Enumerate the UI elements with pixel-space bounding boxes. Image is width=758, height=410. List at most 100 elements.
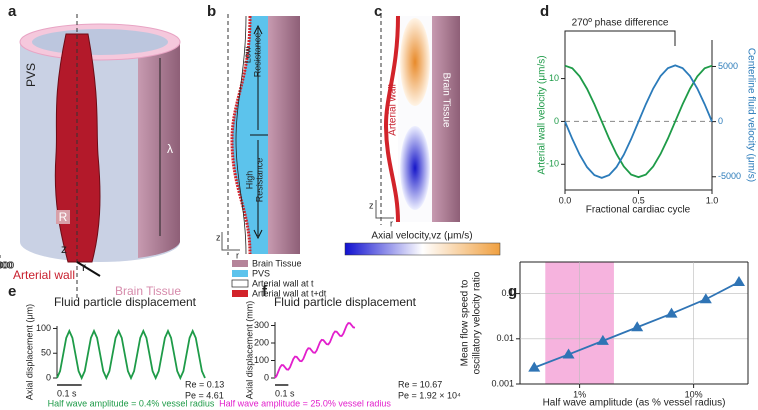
panel-letter: b [207, 3, 216, 20]
wall-t [235, 15, 247, 255]
colorbar-tick-label: 0 [0, 261, 3, 272]
y2-tick-label: -5000 [718, 171, 741, 181]
scale-bar-label: 0.1 s [275, 388, 295, 398]
data-line [56, 328, 206, 381]
footnote: Half wave amplitude = 25.0% vessel radiu… [219, 398, 391, 408]
y-tick-label: 10 [549, 73, 559, 83]
legend-swatch [232, 270, 248, 277]
legend-label: Arterial wall at t+dt [252, 288, 327, 298]
marker [699, 293, 712, 304]
x-tick-label: 1.0 [706, 195, 719, 205]
legend-swatch [232, 290, 248, 297]
z-label: z [369, 200, 374, 210]
data-line [564, 64, 713, 179]
z-label: z [216, 232, 221, 242]
wall [383, 15, 400, 223]
panel-letter: c [374, 3, 382, 20]
wall-tdt [230, 15, 252, 255]
chart-title: Fluid particle displacement [274, 295, 417, 309]
annotation: Re = 10.67 [398, 379, 442, 389]
x-axis-label: Fractional cardiac cycle [586, 205, 691, 216]
marker [562, 348, 575, 359]
data-line [274, 322, 356, 379]
y-tick-label: 0 [46, 372, 51, 382]
z-label: z [61, 242, 67, 256]
flow-arrows [253, 24, 263, 240]
tube-inner [32, 29, 168, 55]
x-tick-label: 10% [685, 389, 703, 399]
chart-title: Fluid particle displacement [54, 295, 197, 309]
annotation: 270º phase difference [572, 18, 669, 29]
tissue [432, 16, 460, 222]
x-tick-label: 0.5 [632, 195, 645, 205]
high-line2: Resistance [254, 158, 264, 203]
annotation: Pe = 1.92 × 10⁴ [398, 390, 461, 400]
cold-region [400, 126, 430, 210]
legend-label: Arterial wall at t [252, 278, 314, 288]
tissue-label: Brain Tissue [115, 284, 181, 298]
r-label: r [82, 260, 86, 274]
tissue-cut [138, 42, 180, 258]
low-line2: Resistance [252, 33, 262, 78]
y-tick-label: 0 [264, 372, 269, 382]
footnote: Half wave amplitude = 0.4% vessel radius [48, 398, 215, 408]
panel-letter: a [8, 3, 17, 20]
colorbar [344, 242, 501, 256]
axes-glyph [375, 200, 394, 219]
legend-swatch [231, 279, 249, 288]
data-line [564, 64, 713, 179]
y-tick-label: -10 [546, 159, 559, 169]
legend-label: Brain Tissue [252, 258, 302, 268]
wall-label: Arterial wall [13, 268, 75, 282]
tissue-label: Brain Tissue [440, 72, 451, 127]
pvs-label: PVS [24, 63, 38, 87]
marker [528, 361, 541, 372]
marker [665, 307, 678, 318]
y-axis-label: Axial displacement (mm) [244, 301, 254, 400]
y-tick-label: 0 [554, 116, 559, 126]
colorbar-title: Axial velocity,vz (μm/s) [371, 231, 472, 242]
panel-letter: e [8, 283, 16, 300]
r-arrow [76, 261, 101, 277]
panel-b: b Low Resistance High Resistance z r Bra… [207, 3, 327, 298]
panel-letter: g [508, 283, 517, 300]
hot-region [400, 18, 430, 106]
panel-letter: f [262, 283, 268, 300]
lambda-label: λ [167, 142, 173, 156]
panel-a: a PVS R z r λ Arterial wall Brain Tissue [8, 3, 181, 300]
y-tick-label: 0.01 [496, 333, 514, 343]
marker [631, 321, 644, 332]
x-tick-label: 0.0 [559, 195, 572, 205]
y2-tick-label: 5000 [718, 61, 738, 71]
annotation: Pe = 4.61 [185, 390, 224, 400]
panel-c: c Arterial wall Brain Tissue z r Axial v… [344, 3, 501, 256]
colorbar-tick-label: 5,000 [0, 261, 13, 272]
y-axis-label: Axial displacement (μm) [24, 304, 34, 400]
y-axis-label: oscillatory velocity ratio [472, 271, 483, 374]
y-tick-label: 0.001 [491, 378, 514, 388]
radius-label: R [59, 210, 68, 224]
r-label: r [390, 218, 393, 228]
wall-label: Arterial wall [388, 84, 399, 136]
marker [732, 276, 745, 287]
y-tick-label: 50 [41, 348, 51, 358]
y-tick-label: 0.1 [501, 288, 514, 298]
high-line1: High [244, 171, 254, 190]
r-label: r [236, 250, 239, 260]
artery [54, 33, 101, 263]
marker [596, 334, 609, 345]
y-tick-label: 200 [254, 337, 269, 347]
axes-glyph [221, 232, 240, 251]
annotation: Re = 0.13 [185, 379, 224, 389]
y-axis-label: Mean flow speed to [460, 279, 471, 366]
r-box [56, 210, 70, 224]
y2-tick-label: 0 [718, 116, 723, 126]
low-line1: Low [242, 46, 252, 63]
legend-label: PVS [252, 268, 270, 278]
legend-swatch [232, 260, 248, 267]
panel-letter: d [540, 3, 549, 20]
y-tick-label: 300 [254, 320, 269, 330]
colorbar-tick-label: -5,000 [0, 261, 15, 272]
y-axis-label: Arterial wall velocity (μm/s) [537, 55, 548, 174]
